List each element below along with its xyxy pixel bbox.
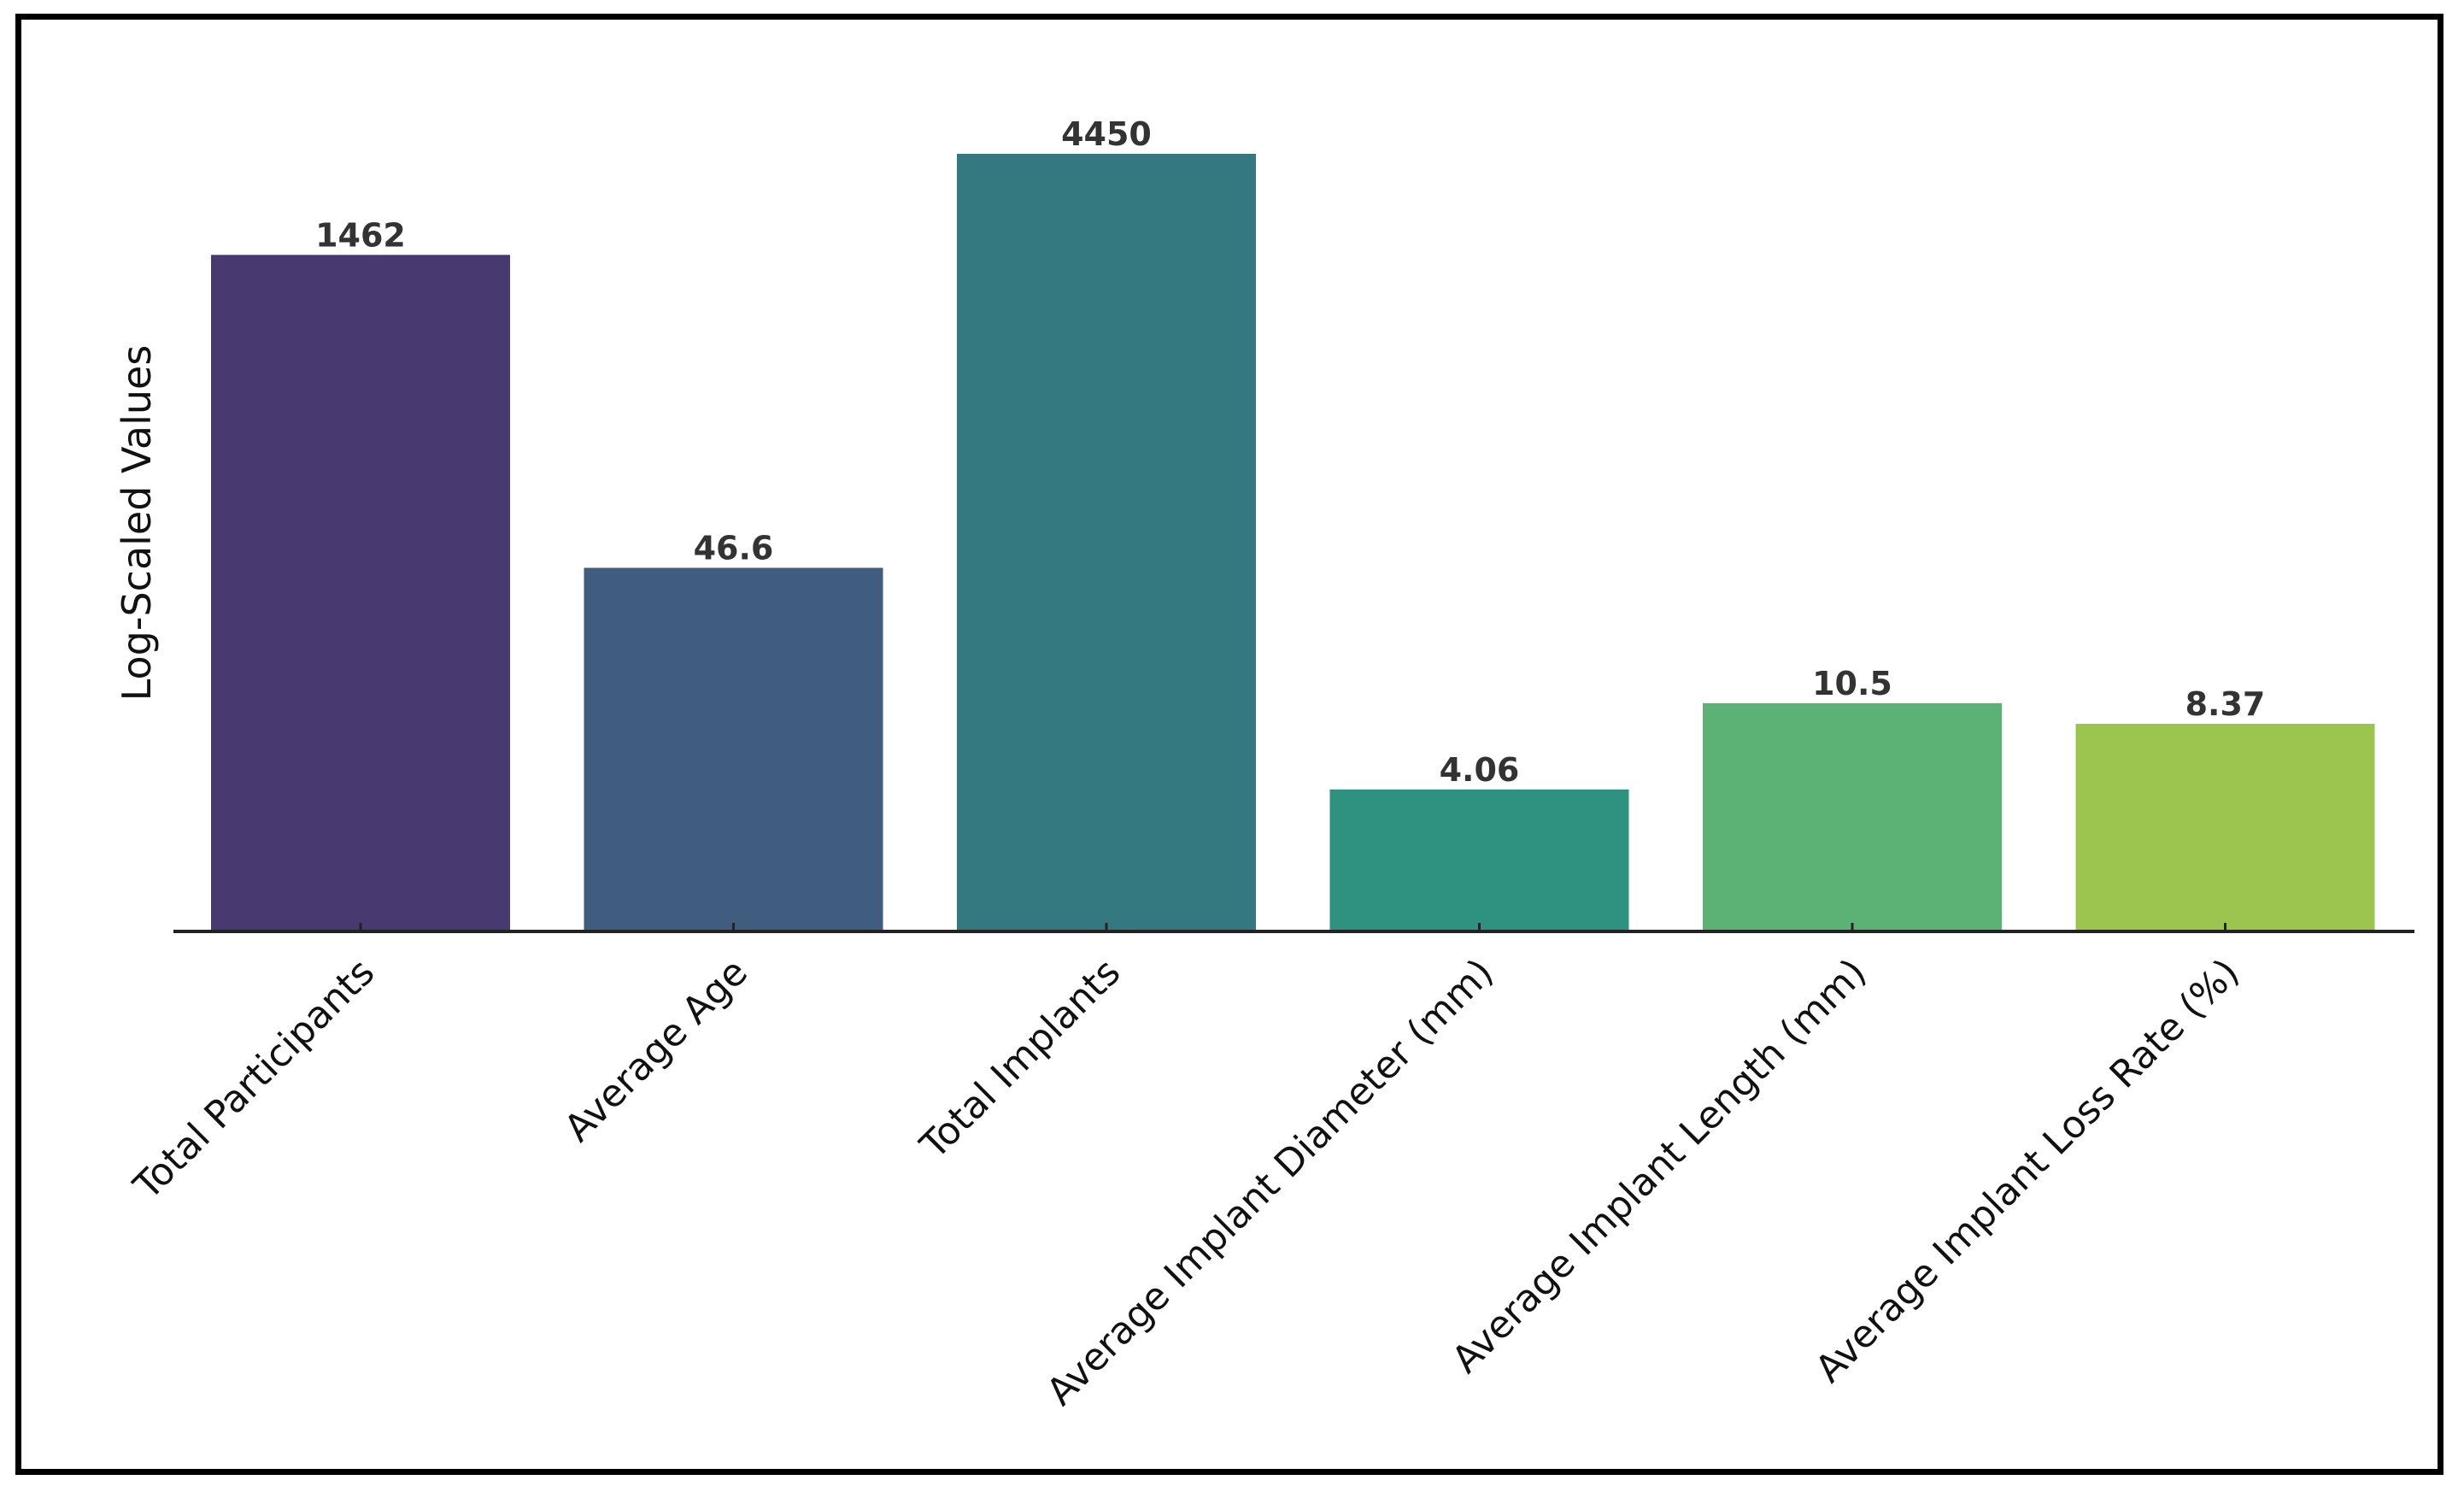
x-tick-label: Total Implants [912,950,1129,1167]
bar-1 [211,255,510,931]
x-tick-label: Average Implant Diameter (mm) [1038,950,1501,1413]
bar-value-label: 4.06 [1440,751,1520,789]
bar-3 [957,154,1256,931]
bar-value-label: 46.6 [694,529,774,567]
y-axis-label: Log-Scaled Values [114,345,160,702]
bar-2 [584,567,883,931]
bar-value-label: 4450 [1061,115,1152,153]
x-tick-label: Average Age [556,950,756,1150]
bar-value-label: 10.5 [1812,665,1892,702]
x-tick-label: Average Implant Length (mm) [1444,950,1875,1382]
bar-4 [1329,789,1629,931]
bars-layer [211,154,2375,931]
bar-value-label: 1462 [315,216,406,254]
bar-value-label: 8.37 [2185,685,2266,723]
bar-5 [1703,702,2002,931]
value-labels-layer: 1462 46.6 4450 4.06 10.5 8.37 [315,115,2265,789]
x-tick-label: Total Participants [125,950,383,1208]
bar-6 [2075,723,2375,931]
x-tick-label: Average Implant Loss Rate (%) [1807,950,2248,1391]
x-ticks-layer [359,923,2226,933]
x-tick-labels-layer: Total Participants Average Age Total Impla… [125,950,2248,1413]
